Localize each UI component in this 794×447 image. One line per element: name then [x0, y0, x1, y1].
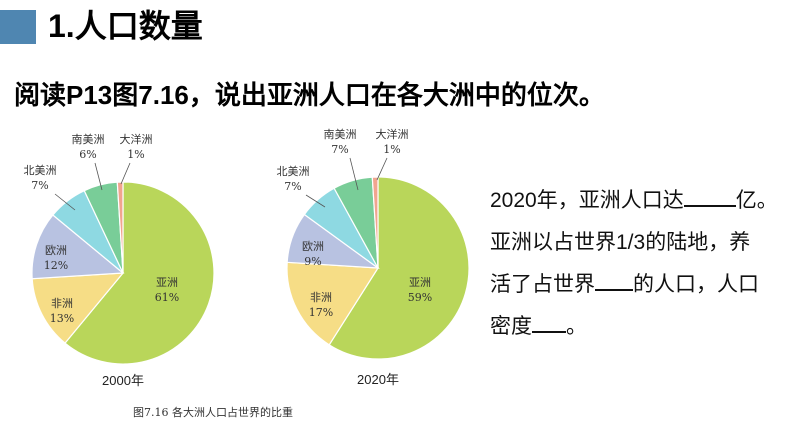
pie-value-0-5: 1%	[127, 148, 144, 161]
pie-value-1-1: 17%	[309, 306, 333, 319]
pie-year-label-0: 2000年	[102, 373, 144, 388]
question-text: 2020年，亚洲人口达 亿。 亚洲以占世界1/3的陆地，养 活了占世界 的人口，人口…	[490, 180, 790, 348]
pie-leader-line-0-3	[54, 193, 76, 211]
slide-title: 1.人口数量	[48, 8, 203, 44]
question-line-1: 2020年，亚洲人口达 亿。	[490, 187, 778, 212]
pie-leader-line-1-4	[349, 157, 359, 191]
pie-label-0-4: 南美洲	[72, 133, 105, 146]
pie-label-0-5: 大洋洲	[120, 132, 153, 146]
pie-label-1-4: 南美洲	[324, 128, 357, 141]
pie-label-1-5: 大洋洲	[376, 127, 409, 141]
pie-leader-line-0-4	[94, 162, 103, 191]
pie-slice-0-5	[116, 181, 124, 274]
pie-slice-0-1	[31, 272, 125, 344]
answer-blank-share	[595, 271, 633, 291]
pie-label-0-1: 非洲	[51, 297, 73, 310]
answer-blank-density	[532, 313, 566, 333]
pie-slice-1-0	[328, 176, 470, 360]
title-accent-bar	[0, 10, 36, 44]
answer-blank-population	[683, 187, 736, 207]
pie-slice-0-2	[31, 214, 125, 280]
pie-value-1-3: 7%	[284, 180, 301, 193]
pie-value-0-3: 7%	[31, 179, 48, 192]
pie-label-0-0: 亚洲	[156, 276, 178, 289]
pie-leader-line-1-3	[305, 194, 326, 208]
pie-label-1-1: 非洲	[310, 291, 332, 304]
figure-caption: 图7.16 各大洲人口占世界的比重	[133, 406, 293, 419]
question-line-2: 亚洲以占世界1/3的陆地，养	[490, 231, 751, 254]
pie-value-0-4: 6%	[79, 148, 96, 161]
pie-label-1-3: 北美洲	[277, 165, 310, 178]
pie-slice-1-1	[286, 261, 380, 346]
pie-year-label-1: 2020年	[357, 372, 399, 387]
pie-value-0-2: 12%	[44, 259, 68, 272]
question-line-4: 密度。	[490, 313, 587, 338]
pie-value-0-0: 61%	[155, 291, 179, 304]
pie-label-0-3: 北美洲	[24, 164, 57, 177]
pie-value-1-0: 59%	[408, 291, 432, 304]
pie-label-0-2: 欧洲	[45, 244, 67, 257]
pie-slice-0-0	[64, 181, 215, 365]
pie-label-1-0: 亚洲	[409, 276, 431, 289]
slide-subtitle: 阅读P13图7.16，说出亚洲人口在各大洲中的位次。	[14, 80, 605, 110]
question-line-3: 活了占世界 的人口，人口	[490, 271, 759, 296]
pie-value-1-5: 1%	[383, 143, 400, 156]
pie-value-0-1: 13%	[50, 312, 74, 325]
pie-leader-line-0-5	[120, 162, 131, 185]
pie-value-1-4: 7%	[331, 143, 348, 156]
pie-label-1-2: 欧洲	[302, 240, 324, 253]
pie-leader-line-1-5	[376, 157, 388, 181]
pie-value-1-2: 9%	[304, 255, 321, 268]
